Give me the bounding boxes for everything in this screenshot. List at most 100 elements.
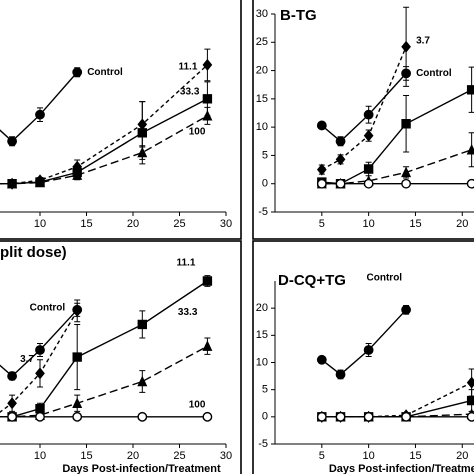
y-tick-label: 5 (262, 384, 268, 396)
marker (137, 319, 147, 330)
marker (7, 177, 18, 189)
y-tick-label: -5 (258, 206, 268, 218)
marker (363, 178, 374, 189)
x-tick-label: 10 (34, 450, 46, 462)
x-tick-label: 20 (456, 218, 468, 230)
marker (137, 146, 148, 158)
x-tick-label: 30 (220, 218, 232, 230)
x-tick-label: 15 (409, 218, 421, 230)
panel-frame (252, 0, 474, 240)
x-tick-label: 25 (173, 218, 185, 230)
x-tick-label: 20 (456, 450, 468, 462)
panel-title: B-TG (280, 7, 317, 24)
marker (35, 411, 45, 422)
marker (202, 109, 213, 121)
marker (7, 411, 17, 422)
marker (335, 369, 346, 380)
series-label: 3.7 (20, 354, 34, 365)
marker (72, 352, 82, 362)
y-tick-label: 20 (256, 302, 268, 314)
marker (202, 94, 213, 104)
marker (72, 397, 83, 408)
y-tick-label: 0 (262, 411, 268, 423)
series-label: 33.3 (180, 86, 200, 97)
marker (335, 153, 346, 166)
marker (401, 178, 411, 189)
y-tick-label: 25 (256, 36, 268, 48)
y-tick-label: 0 (262, 178, 268, 190)
x-tick-label: 15 (80, 218, 92, 230)
marker (401, 304, 411, 315)
x-tick-label: 25 (173, 450, 185, 462)
marker (202, 276, 213, 286)
marker (7, 397, 17, 410)
y-tick-label: 15 (256, 93, 268, 105)
series-label: Control (367, 272, 403, 283)
marker (363, 164, 374, 174)
series-label: 11.1 (178, 62, 197, 73)
marker (35, 345, 45, 355)
marker (316, 178, 327, 189)
series-line (321, 46, 407, 171)
marker (316, 120, 327, 131)
x-axis-title: Days Post-infection/Treatment (62, 463, 221, 474)
marker (466, 376, 474, 389)
series-line (0, 310, 78, 413)
marker (466, 411, 474, 422)
marker (72, 411, 83, 422)
marker (401, 68, 411, 79)
marker (7, 136, 17, 147)
marker (363, 345, 374, 355)
x-tick-label: 20 (127, 218, 139, 230)
marker (35, 367, 45, 380)
series-label: 11.1 (176, 258, 195, 269)
panel: 10 15 20 25 30 Control 11.1 33.3 100 (0, 0, 242, 240)
series-line (321, 309, 407, 376)
x-tick-label: 5 (319, 450, 325, 462)
series-line (321, 381, 472, 418)
x-tick-label: 20 (127, 450, 139, 462)
marker (401, 411, 411, 422)
y-tick-label: 10 (256, 356, 268, 368)
series-line (0, 71, 78, 143)
x-tick-label: 10 (34, 218, 46, 230)
y-tick-label: 5 (262, 149, 268, 161)
marker (35, 403, 45, 414)
y-tick-label: 10 (256, 121, 268, 133)
marker (466, 178, 474, 189)
marker (363, 411, 374, 422)
marker (401, 119, 411, 129)
marker (137, 411, 148, 422)
marker (401, 40, 411, 53)
marker (335, 136, 346, 147)
marker (466, 395, 474, 406)
panel-frame (0, 240, 242, 474)
series-label: Control (416, 68, 452, 79)
marker (35, 176, 45, 188)
x-tick-label: 30 (220, 450, 232, 462)
marker (363, 109, 374, 120)
marker (72, 67, 83, 78)
marker (137, 375, 148, 387)
marker (202, 340, 213, 351)
marker (137, 128, 147, 138)
marker (316, 163, 327, 176)
marker (202, 58, 213, 71)
y-tick-label: -5 (258, 438, 268, 450)
x-tick-label: 5 (319, 218, 325, 230)
marker (316, 411, 327, 422)
marker (335, 178, 346, 189)
series-label: 33.3 (178, 307, 198, 318)
marker (35, 109, 45, 120)
x-tick-label: 10 (363, 450, 375, 462)
marker (72, 304, 83, 317)
y-tick-label: 20 (256, 64, 268, 76)
y-tick-label: 30 (256, 8, 268, 20)
x-tick-label: 15 (80, 450, 92, 462)
series-label: 100 (189, 126, 206, 137)
x-axis-title: Days Post-infection/Treatment (329, 463, 474, 474)
series-line (0, 309, 78, 378)
panel-frame (0, 0, 242, 240)
